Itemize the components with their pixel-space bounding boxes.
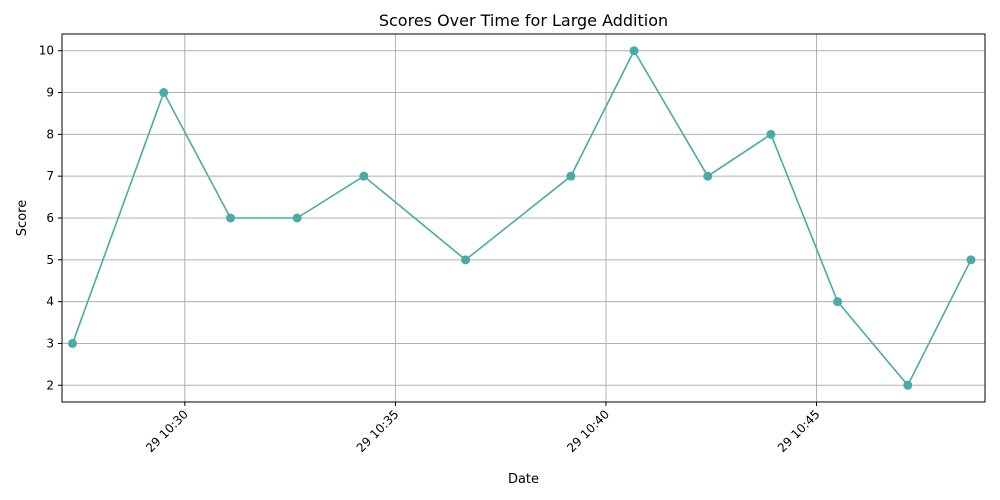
y-tick-label: 8 — [46, 127, 54, 141]
data-point — [903, 380, 913, 390]
data-point — [766, 129, 776, 139]
y-tick-label: 6 — [46, 211, 54, 225]
y-tick-label: 4 — [46, 295, 54, 309]
data-point — [359, 171, 369, 181]
x-tick-label: 29 10:30 — [143, 407, 191, 455]
x-tick-label: 29 10:45 — [775, 407, 823, 455]
y-axis-label: Score — [15, 200, 30, 236]
y-tick-label: 5 — [46, 253, 54, 267]
data-point — [703, 171, 713, 181]
grid — [62, 34, 985, 402]
data-point — [966, 255, 976, 265]
data-point — [292, 213, 302, 223]
y-tick-label: 10 — [39, 44, 54, 58]
data-point — [461, 255, 471, 265]
series — [68, 46, 976, 390]
x-tick-label: 29 10:35 — [354, 407, 402, 455]
data-point — [629, 46, 639, 56]
y-tick-label: 7 — [46, 169, 54, 183]
data-point — [225, 213, 235, 223]
data-point — [833, 297, 843, 307]
x-tick-label: 29 10:40 — [564, 407, 612, 455]
ticks: 2 3 4 5 6 7 8 9 10 29 10:30 29 10:35 29 10:40 29 10:… — [39, 44, 823, 455]
y-tick-label: 2 — [46, 378, 54, 392]
chart-title: Scores Over Time for Large Addition — [379, 11, 668, 30]
data-point — [566, 171, 576, 181]
y-tick-label: 3 — [46, 336, 54, 350]
x-axis-label: Date — [508, 472, 539, 487]
y-tick-label: 9 — [46, 86, 54, 100]
data-point — [159, 88, 169, 98]
data-point — [68, 338, 78, 348]
